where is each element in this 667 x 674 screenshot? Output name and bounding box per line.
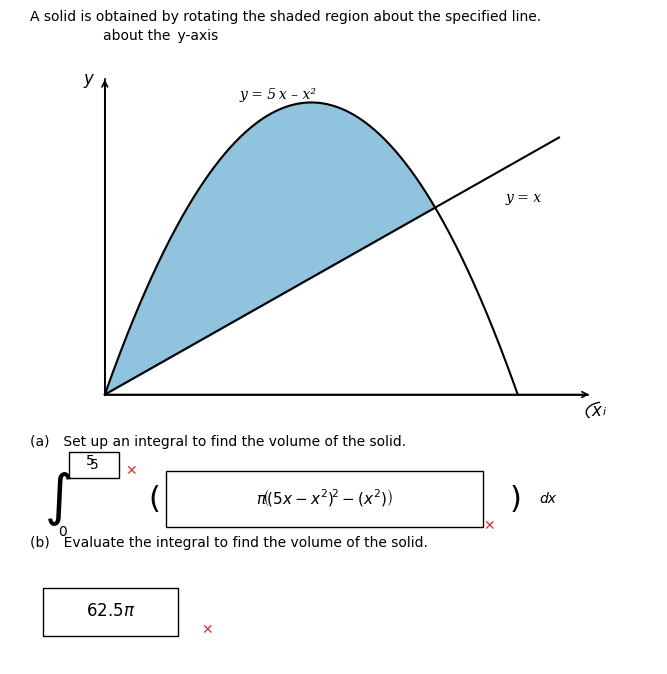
Text: $\pi\!\left(\!\left(5x-x^2\right)^{\!2}-\left(x^2\right)\right)$: $\pi\!\left(\!\left(5x-x^2\right)^{\!2}-…	[256, 487, 394, 508]
Text: (: (	[149, 485, 161, 514]
Bar	[166, 470, 483, 527]
Text: ✕: ✕	[201, 623, 213, 638]
Text: 5: 5	[89, 458, 99, 472]
Text: dx: dx	[539, 492, 556, 506]
Text: ✕: ✕	[483, 519, 495, 533]
Text: x: x	[591, 402, 601, 420]
Bar	[43, 588, 178, 636]
Text: $\int$: $\int$	[44, 470, 71, 528]
Text: y = 5 x – x²: y = 5 x – x²	[239, 88, 317, 102]
Text: 5: 5	[85, 454, 94, 468]
Text: (a) Set up an integral to find the volume of the solid.: (a) Set up an integral to find the volum…	[30, 435, 406, 449]
Text: (b) Evaluate the integral to find the volume of the solid.: (b) Evaluate the integral to find the vo…	[30, 536, 428, 550]
Bar	[69, 452, 119, 478]
Text: y = x: y = x	[506, 191, 542, 206]
Text: ): )	[510, 485, 522, 514]
Text: about the  y-axis: about the y-axis	[103, 29, 219, 43]
Text: ✕: ✕	[125, 464, 137, 478]
Text: i: i	[603, 407, 606, 417]
Text: 0: 0	[58, 525, 67, 539]
Text: A solid is obtained by rotating the shaded region about the specified line.: A solid is obtained by rotating the shad…	[30, 10, 541, 24]
Text: $62.5\pi$: $62.5\pi$	[86, 602, 135, 620]
Text: y: y	[83, 70, 93, 88]
